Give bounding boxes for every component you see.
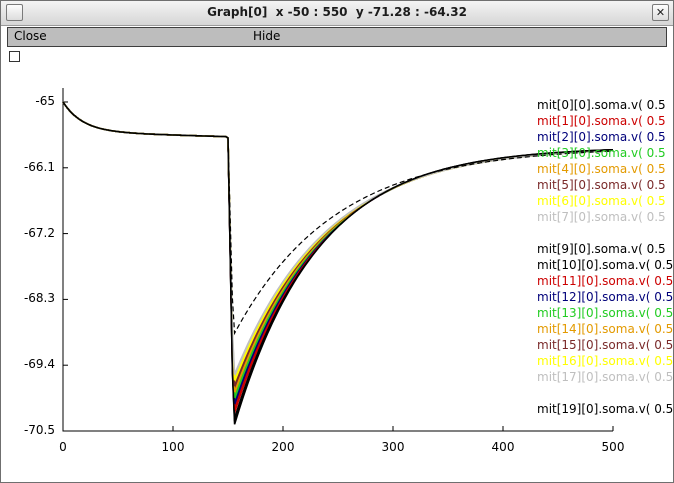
hide-menu-item[interactable]: Hide	[253, 29, 281, 43]
legend-entry: mit[13][0].soma.v( 0.5	[537, 306, 674, 320]
y-tick-label: -67.2	[23, 225, 55, 240]
window-title: Graph[0] x -50 : 550 y -71.28 : -64.32	[207, 5, 467, 19]
legend-entry: mit[14][0].soma.v( 0.5	[537, 322, 674, 336]
x-tick-label: 200	[271, 440, 295, 454]
legend-entry: mit[9][0].soma.v( 0.5	[537, 242, 666, 256]
series-line	[62, 101, 614, 410]
x-tick-label: 100	[161, 440, 185, 454]
menu-bar: Close Hide	[7, 27, 667, 47]
series-line	[62, 101, 614, 413]
series-line	[62, 101, 614, 381]
legend-entry: mit[5][0].soma.v( 0.5	[537, 178, 666, 192]
series-line	[62, 101, 614, 419]
series-line	[62, 101, 614, 378]
series-line	[62, 101, 614, 384]
series-line	[62, 101, 613, 425]
close-menu-item[interactable]: Close	[14, 29, 47, 43]
legend-entry: mit[19][0].soma.v( 0.5	[537, 402, 674, 416]
y-tick-label: -69.4	[23, 357, 55, 372]
x-tick-label: 300	[381, 440, 405, 454]
legend-entry: mit[0][0].soma.v( 0.5	[537, 98, 666, 112]
y-tick-label: -70.5	[23, 423, 55, 437]
plot-axes	[62, 88, 613, 432]
legend-entry: mit[6][0].soma.v( 0.5	[537, 194, 666, 208]
legend-entry: mit[11][0].soma.v( 0.5	[537, 274, 674, 288]
series-line	[62, 101, 614, 407]
x-tick-label: 400	[491, 440, 515, 454]
legend-entry: mit[16][0].soma.v( 0.5	[537, 354, 674, 368]
series-line	[62, 101, 614, 375]
series-line	[62, 101, 613, 393]
y-tick-label: -66.1	[23, 159, 55, 174]
series-line	[62, 101, 613, 399]
legend-entry: mit[4][0].soma.v( 0.5	[537, 162, 666, 176]
graph-option-checkbox[interactable]	[9, 51, 20, 62]
window-menu-button[interactable]	[6, 4, 23, 21]
series-line	[62, 101, 613, 387]
y-tick-label: -65	[35, 93, 55, 108]
x-tick-label: 0	[59, 440, 67, 454]
legend-entry: mit[1][0].soma.v( 0.5	[537, 114, 666, 128]
title-bar[interactable]: Graph[0] x -50 : 550 y -71.28 : -64.32 ✕	[1, 1, 673, 26]
legend-entry: mit[2][0].soma.v( 0.5	[537, 130, 666, 144]
series-line	[62, 101, 614, 405]
legend-entry: mit[7][0].soma.v( 0.5	[537, 210, 666, 224]
series-line	[62, 101, 614, 336]
series-line	[62, 101, 614, 402]
y-tick-label: -68.3	[23, 291, 55, 306]
legend-entry: mit[10][0].soma.v( 0.5	[537, 258, 674, 272]
legend-entry: mit[15][0].soma.v( 0.5	[537, 338, 674, 352]
series-line	[62, 101, 614, 422]
series-line	[62, 101, 614, 396]
legend-entry: mit[3][0].soma.v( 0.5	[537, 146, 666, 160]
close-window-icon[interactable]: ✕	[652, 4, 669, 21]
x-tick-label: 500	[601, 440, 625, 454]
legend-entry: mit[12][0].soma.v( 0.5	[537, 290, 674, 304]
series-line	[62, 101, 614, 390]
legend-entry: mit[17][0].soma.v( 0.5	[537, 370, 674, 384]
